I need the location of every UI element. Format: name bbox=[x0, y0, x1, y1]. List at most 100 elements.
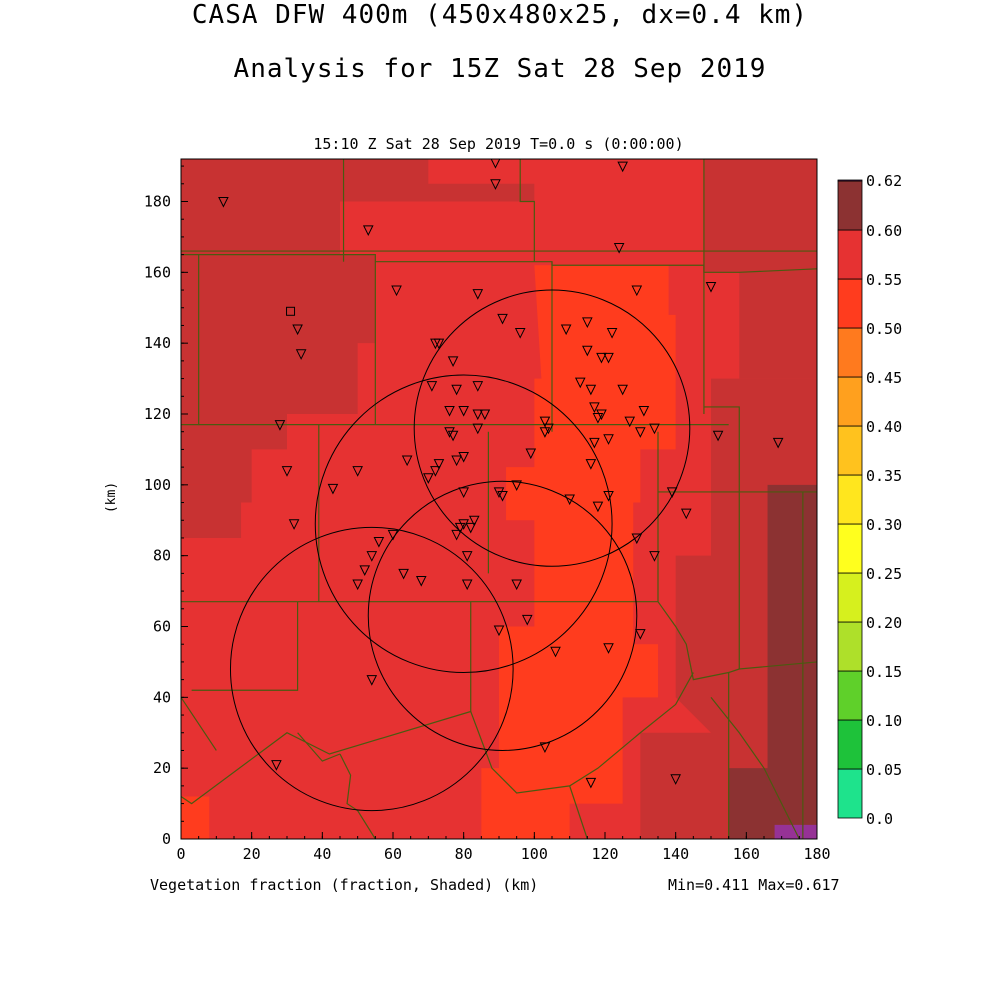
county-border bbox=[339, 753, 376, 839]
county-border bbox=[519, 159, 535, 262]
field-region bbox=[198, 254, 376, 503]
field-region bbox=[181, 796, 210, 839]
station-marker bbox=[295, 349, 307, 360]
station-marker bbox=[366, 675, 378, 686]
station-marker bbox=[617, 384, 628, 396]
station-marker bbox=[712, 430, 724, 442]
station-marker bbox=[401, 455, 413, 467]
station-marker bbox=[539, 427, 551, 438]
colorbar-label: 0.30 bbox=[866, 516, 902, 534]
station-marker bbox=[585, 384, 597, 396]
station-marker bbox=[631, 533, 643, 545]
station-marker bbox=[635, 629, 646, 640]
colorbar-swatch bbox=[837, 523, 863, 574]
field-description: Vegetation fraction (fraction, Shaded) (… bbox=[150, 876, 539, 894]
colorbar-swatch bbox=[837, 719, 863, 770]
y-tick-label: 80 bbox=[153, 547, 171, 565]
station-marker bbox=[603, 352, 614, 364]
x-tick-label: 20 bbox=[243, 845, 261, 863]
station-marker bbox=[613, 243, 625, 254]
station-marker bbox=[596, 409, 607, 421]
station-marker bbox=[511, 579, 522, 591]
station-marker bbox=[574, 377, 586, 389]
station-marker bbox=[514, 328, 526, 339]
station-marker bbox=[539, 416, 551, 428]
colorbar-swatch bbox=[837, 670, 863, 721]
colorbar-swatch bbox=[837, 229, 863, 280]
county-border bbox=[569, 785, 588, 839]
x-tick-label: 0 bbox=[176, 845, 185, 863]
station-marker bbox=[472, 409, 484, 421]
colorbar-swatch bbox=[837, 621, 863, 672]
station-marker bbox=[433, 338, 445, 350]
main-title-line-1: CASA DFW 400m (450x480x25, dx=0.4 km) bbox=[191, 0, 809, 30]
station-marker bbox=[490, 159, 501, 169]
y-tick-label: 40 bbox=[153, 688, 171, 706]
station-marker bbox=[649, 423, 660, 435]
station-marker bbox=[373, 537, 385, 548]
station-marker bbox=[366, 551, 378, 562]
colorbar-label: 0.50 bbox=[866, 320, 902, 338]
county-borders bbox=[181, 159, 817, 839]
y-tick-label: 100 bbox=[144, 476, 171, 494]
station-marker bbox=[447, 356, 459, 367]
station-markers bbox=[218, 159, 784, 789]
station-marker bbox=[454, 522, 466, 534]
radar-range-ring bbox=[229, 526, 514, 812]
colorbar-swatch bbox=[837, 572, 863, 623]
station-marker bbox=[352, 466, 363, 477]
station-marker bbox=[444, 405, 455, 417]
y-tick-label: 140 bbox=[144, 334, 171, 352]
y-tick-label: 60 bbox=[153, 618, 171, 636]
county-border bbox=[297, 732, 341, 762]
station-marker bbox=[362, 225, 374, 236]
y-tick-label: 0 bbox=[162, 830, 171, 848]
station-marker bbox=[550, 646, 561, 658]
radar-range-rings bbox=[229, 289, 691, 812]
station-marker bbox=[271, 760, 282, 771]
colorbar-label: 0.55 bbox=[866, 271, 902, 289]
field-region bbox=[481, 265, 676, 839]
station-marker bbox=[465, 522, 477, 534]
x-tick-label: 180 bbox=[803, 845, 830, 863]
station-marker bbox=[543, 423, 554, 435]
station-marker bbox=[592, 413, 604, 424]
field-region bbox=[181, 484, 242, 538]
station-marker bbox=[387, 529, 399, 541]
field-region bbox=[640, 732, 711, 839]
station-marker bbox=[274, 420, 286, 431]
station-marker bbox=[560, 324, 572, 336]
colorbar-swatch bbox=[837, 180, 863, 231]
station-marker bbox=[391, 285, 402, 297]
station-marker bbox=[458, 452, 469, 463]
county-border bbox=[181, 601, 472, 805]
colorbar-label: 0.15 bbox=[866, 663, 902, 681]
station-marker bbox=[521, 614, 533, 626]
colorbar-label: 0.40 bbox=[866, 418, 902, 436]
y-tick-label: 180 bbox=[144, 193, 171, 211]
station-marker bbox=[292, 324, 303, 336]
station-marker bbox=[359, 565, 371, 576]
x-tick-label: 40 bbox=[313, 845, 331, 863]
station-marker bbox=[564, 494, 575, 506]
station-marker bbox=[497, 490, 508, 502]
valid-time-subtitle: 15:10 Z Sat 28 Sep 2019 T=0.0 s (0:00:00… bbox=[313, 135, 684, 153]
station-marker bbox=[606, 328, 618, 339]
y-tick-label: 20 bbox=[153, 759, 171, 777]
station-marker bbox=[493, 487, 505, 499]
station-marker bbox=[666, 487, 678, 499]
county-border bbox=[191, 601, 299, 691]
station-marker bbox=[472, 423, 484, 435]
y-axis-label: (km) bbox=[104, 481, 120, 514]
colorbar-label: 0.35 bbox=[866, 467, 902, 485]
station-marker bbox=[461, 579, 473, 591]
station-marker bbox=[447, 430, 459, 442]
x-tick-label: 100 bbox=[521, 845, 548, 863]
station-marker bbox=[617, 161, 628, 173]
radar-range-ring bbox=[367, 480, 638, 751]
station-marker bbox=[458, 519, 469, 530]
station-marker bbox=[472, 381, 484, 392]
colorbar-label: 0.25 bbox=[866, 565, 902, 583]
station-marker bbox=[624, 416, 636, 428]
